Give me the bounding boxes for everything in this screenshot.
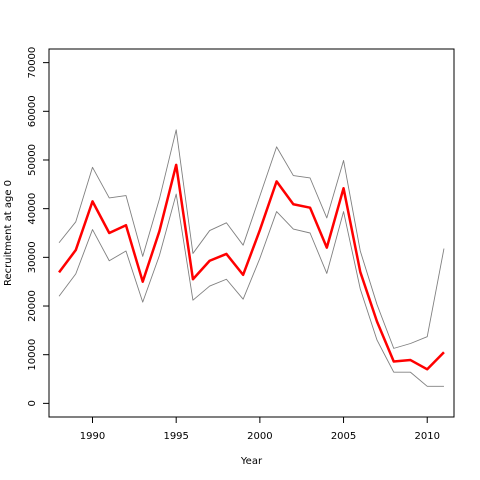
y-tick-label: 40000 — [27, 193, 38, 225]
x-axis-title: Year — [240, 456, 263, 467]
x-tick-label: 2010 — [414, 431, 439, 442]
y-tick-label: 60000 — [27, 95, 38, 127]
series-line-lower-bound — [58, 193, 444, 387]
y-tick-label: 30000 — [27, 241, 38, 273]
y-tick-label: 10000 — [27, 339, 38, 371]
y-axis: 0 10000 20000 30000 40000 50000 60000 70000 — [27, 47, 50, 407]
series-line-estimate — [58, 163, 445, 371]
y-tick-label: 20000 — [27, 290, 38, 322]
x-tick-label: 2005 — [331, 431, 356, 442]
x-axis: 1990 1995 2000 2005 2010 — [80, 416, 440, 442]
y-axis-title: Recruitment at age 0 — [3, 180, 14, 286]
y-tick-label: 50000 — [27, 144, 38, 176]
series-layer — [58, 129, 445, 387]
y-tick-label: 70000 — [27, 47, 38, 79]
y-tick-label: 0 — [27, 400, 38, 406]
series-line-upper-bound — [58, 129, 445, 349]
x-tick-label: 2000 — [247, 431, 272, 442]
x-tick-label: 1995 — [163, 431, 188, 442]
x-tick-label: 1990 — [80, 431, 105, 442]
